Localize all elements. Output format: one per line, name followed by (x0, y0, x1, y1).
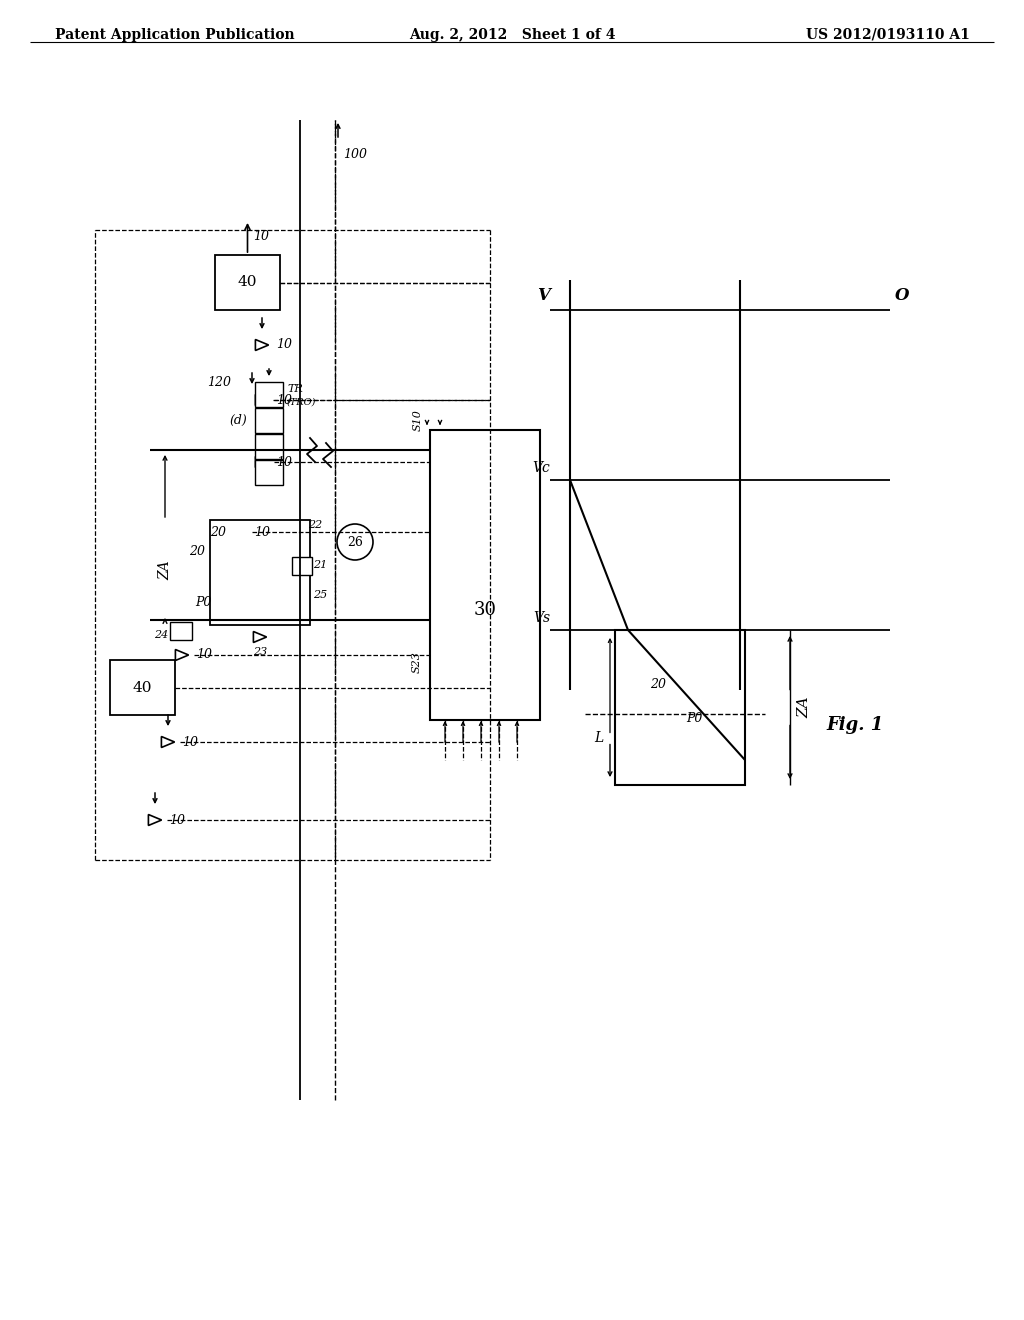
Bar (255, 408, 283, 433)
Text: V: V (538, 286, 550, 304)
Polygon shape (253, 631, 266, 643)
Text: 120: 120 (207, 375, 231, 388)
Polygon shape (255, 395, 268, 405)
Text: TR: TR (287, 384, 303, 395)
Polygon shape (255, 457, 268, 467)
Text: (d): (d) (229, 414, 247, 426)
Text: Fig. 1: Fig. 1 (826, 715, 884, 734)
Text: 10: 10 (276, 338, 292, 351)
Text: 21: 21 (313, 560, 328, 570)
Text: 20: 20 (210, 525, 226, 539)
Text: P0: P0 (686, 713, 702, 725)
Bar (255, 434, 283, 459)
Text: 40: 40 (133, 681, 153, 694)
Text: 24: 24 (154, 630, 168, 640)
Bar (215, 255, 280, 310)
Circle shape (337, 524, 373, 560)
Text: ZA: ZA (797, 697, 811, 718)
Text: 10: 10 (276, 455, 292, 469)
Text: S23: S23 (412, 651, 422, 673)
Text: (TRO): (TRO) (287, 399, 316, 407)
Polygon shape (175, 649, 188, 660)
Text: 26: 26 (347, 536, 362, 549)
Text: 20: 20 (650, 677, 666, 690)
Bar (292, 557, 312, 576)
Text: 10: 10 (276, 393, 292, 407)
Text: Patent Application Publication: Patent Application Publication (55, 28, 295, 42)
Polygon shape (148, 814, 162, 825)
Text: P0: P0 (195, 595, 211, 609)
Polygon shape (255, 339, 268, 351)
Text: 40: 40 (238, 276, 257, 289)
Text: 25: 25 (313, 590, 328, 601)
Text: US 2012/0193110 A1: US 2012/0193110 A1 (806, 28, 970, 42)
Text: 10: 10 (196, 648, 212, 661)
Text: ZA: ZA (158, 560, 172, 579)
Bar (210, 520, 310, 624)
Text: Vs: Vs (532, 611, 550, 624)
Text: O: O (895, 286, 909, 304)
Text: 100: 100 (343, 149, 367, 161)
Bar (255, 459, 283, 484)
Bar (615, 630, 745, 785)
Bar (110, 660, 175, 715)
Text: Aug. 2, 2012   Sheet 1 of 4: Aug. 2, 2012 Sheet 1 of 4 (409, 28, 615, 42)
Text: 23: 23 (253, 647, 267, 657)
Bar (430, 430, 540, 719)
Text: 10: 10 (254, 525, 270, 539)
Text: 10: 10 (254, 231, 269, 243)
Text: S10: S10 (413, 409, 423, 430)
Text: 22: 22 (308, 520, 323, 531)
Bar (170, 622, 193, 640)
Text: 10: 10 (169, 813, 185, 826)
Text: 30: 30 (473, 601, 497, 619)
Text: 10: 10 (182, 735, 198, 748)
Text: Vc: Vc (532, 461, 550, 475)
Polygon shape (233, 527, 247, 537)
Polygon shape (162, 737, 175, 747)
Text: 20: 20 (189, 545, 205, 558)
Bar (255, 381, 283, 407)
Text: L: L (594, 731, 603, 746)
